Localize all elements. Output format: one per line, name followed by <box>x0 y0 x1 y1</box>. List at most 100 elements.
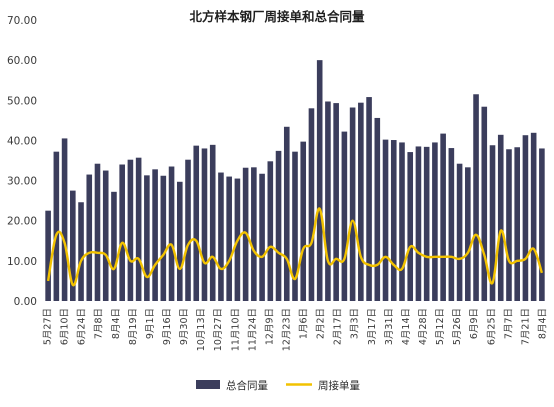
x-tick-label: 5月26日 <box>452 308 463 345</box>
bar-total-contracts <box>86 174 93 301</box>
bar-total-contracts <box>160 175 167 301</box>
bar-total-contracts <box>168 166 175 301</box>
bar-total-contracts <box>127 159 134 301</box>
bar-total-contracts <box>506 149 512 301</box>
x-tick-label: 10月13日 <box>196 308 207 351</box>
x-tick-label: 8月4日 <box>111 308 122 339</box>
bar-total-contracts <box>539 148 545 301</box>
bar-total-contracts <box>78 202 84 301</box>
bar-total-contracts <box>514 147 520 301</box>
legend-label-weekly-orders: 周接单量 <box>318 379 360 392</box>
y-axis: 0.00 10.00 20.00 30.00 40.00 50.00 60.00 70.00 <box>7 15 37 308</box>
bar-total-contracts <box>399 142 405 301</box>
bar-total-contracts <box>45 210 51 301</box>
bar-total-contracts <box>382 139 389 301</box>
bar-total-contracts <box>481 106 488 302</box>
x-tick-label: 6月10日 <box>60 308 71 345</box>
bar-total-contracts <box>61 138 68 301</box>
bar-total-contracts <box>209 144 216 301</box>
x-tick-label: 4月14日 <box>401 308 412 345</box>
chart-title: 北方样本钢厂周接单和总合同量 <box>189 9 365 24</box>
y-tick-label: 60.00 <box>7 55 37 67</box>
x-tick-label: 12月9日 <box>264 308 275 345</box>
bar-total-contracts <box>185 159 191 301</box>
y-tick-label: 50.00 <box>7 95 37 107</box>
x-tick-label: 9月1日 <box>145 308 156 339</box>
x-tick-label: 5月27日 <box>43 308 54 345</box>
x-tick-label: 2月17日 <box>333 308 344 345</box>
bar-total-contracts <box>251 167 257 301</box>
bar-total-contracts <box>341 131 348 301</box>
bar-total-contracts <box>522 135 529 301</box>
x-tick-label: 2月2日 <box>316 308 327 339</box>
bar-total-contracts <box>275 150 282 301</box>
legend-label-total-contracts: 总合同量 <box>226 379 268 392</box>
y-tick-label: 20.00 <box>7 216 37 228</box>
bar-total-contracts <box>308 108 315 301</box>
y-tick-label: 30.00 <box>7 176 37 188</box>
bar-total-contracts <box>530 132 537 301</box>
bar-total-contracts <box>152 169 158 301</box>
y-tick-label: 40.00 <box>7 135 37 147</box>
x-tick-label: 6月25日 <box>486 308 497 345</box>
bar-total-contracts <box>325 101 331 302</box>
bar-total-contracts <box>497 134 504 301</box>
bar-total-contracts <box>94 163 101 301</box>
bar-total-contracts <box>358 102 364 301</box>
x-tick-label: 11月24日 <box>247 308 258 351</box>
bar-total-contracts <box>193 145 200 301</box>
x-tick-label: 12月23日 <box>281 308 292 351</box>
bar-series-total-contracts <box>45 60 545 302</box>
bar-total-contracts <box>135 157 142 301</box>
chart-legend: 总合同量 周接单量 <box>196 379 360 392</box>
bar-total-contracts <box>407 152 414 301</box>
bar-total-contracts <box>374 117 381 301</box>
x-tick-label: 3月31日 <box>384 308 395 345</box>
bar-total-contracts <box>176 181 183 301</box>
x-axis: 5月27日 6月10日 6月24日 7月8日 8月4日 8月19日 9月1日 9月16日 9月3… <box>43 308 549 351</box>
bar-total-contracts <box>465 167 471 301</box>
bar-total-contracts <box>292 151 298 301</box>
bar-total-contracts <box>423 146 430 301</box>
bar-total-contracts <box>111 191 117 301</box>
x-tick-label: 9月30日 <box>179 308 190 345</box>
bar-total-contracts <box>119 164 125 301</box>
bar-total-contracts <box>53 151 60 301</box>
x-tick-label: 4月28日 <box>418 308 429 345</box>
bar-total-contracts <box>201 148 208 301</box>
x-tick-label: 7月8日 <box>94 308 105 339</box>
bar-total-contracts <box>259 173 265 301</box>
bar-total-contracts <box>456 163 463 301</box>
x-tick-label: 8月19日 <box>128 308 139 345</box>
bar-total-contracts <box>218 172 224 301</box>
bar-total-contracts <box>300 141 307 301</box>
bar-total-contracts <box>267 161 274 301</box>
bar-total-contracts <box>316 60 323 301</box>
x-tick-label: 3月3日 <box>350 308 361 339</box>
bar-total-contracts <box>390 140 397 301</box>
bar-total-contracts <box>440 133 446 301</box>
y-tick-label: 0.00 <box>14 296 37 308</box>
bar-total-contracts <box>70 190 76 301</box>
x-tick-label: 3月17日 <box>367 308 378 345</box>
bar-total-contracts <box>144 175 150 301</box>
bar-total-contracts <box>432 142 438 301</box>
x-tick-label: 7月7日 <box>503 308 514 339</box>
x-tick-label: 11月10日 <box>230 308 241 351</box>
bar-total-contracts <box>448 148 455 301</box>
bar-total-contracts <box>473 94 479 301</box>
y-tick-label: 70.00 <box>7 15 37 27</box>
bar-total-contracts <box>333 103 339 301</box>
x-tick-label: 6月9日 <box>469 308 480 339</box>
y-tick-label: 10.00 <box>7 256 37 268</box>
x-tick-label: 6月24日 <box>77 308 88 345</box>
bar-total-contracts <box>489 145 496 301</box>
x-tick-label: 1月6日 <box>299 308 310 339</box>
bar-total-contracts <box>226 176 232 301</box>
line-series-weekly-orders <box>46 207 544 287</box>
bar-total-contracts <box>283 126 290 301</box>
x-tick-label: 9月16日 <box>162 308 173 345</box>
bar-total-contracts <box>366 97 372 301</box>
